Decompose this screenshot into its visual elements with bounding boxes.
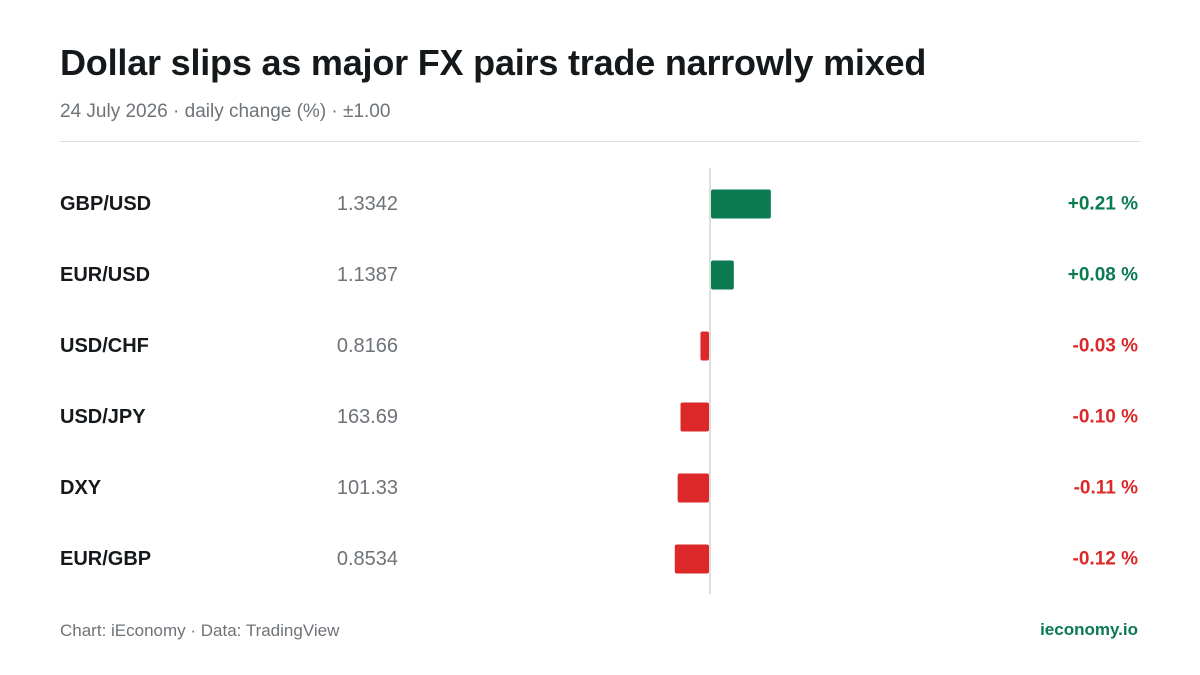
pair-label: GBP/USD [60,193,151,215]
price-label: 101.33 [337,477,398,499]
price-label: 0.8166 [337,335,398,357]
chart-row-dxy: DXY 101.33 -0.11 % [60,473,1139,503]
change-bar [711,260,734,290]
pair-label: EUR/USD [60,264,150,286]
pair-label: USD/JPY [60,406,146,428]
price-label: 0.8534 [337,548,398,570]
chart-row-usd-chf: USD/CHF 0.8166 -0.03 % [60,331,1139,361]
price-label: 1.3342 [337,193,398,215]
change-value-label: -0.03 % [1073,336,1139,357]
change-bar [677,473,709,503]
change-value-label: +0.21 % [1068,194,1138,215]
change-bar [680,402,709,432]
price-label: 163.69 [337,406,398,428]
change-value-label: -0.10 % [1073,407,1139,428]
pair-label: USD/CHF [60,335,149,357]
chart-row-eur-usd: EUR/USD 1.1387 +0.08 % [60,260,1138,290]
change-value-label: -0.11 % [1074,478,1139,499]
chart-subtitle: 24 July 2026 · daily change (%) · ±1.00 [60,101,391,122]
chart-rows: GBP/USD 1.3342 +0.21 % EUR/USD 1.1387 +0.08 %… [60,189,1139,574]
change-bar [700,331,709,361]
source-credit: Chart: iEconomy · Data: TradingView [60,621,340,640]
change-bar [674,544,709,574]
chart-row-gbp-usd: GBP/USD 1.3342 +0.21 % [60,189,1138,219]
price-label: 1.1387 [337,264,398,286]
chart-row-eur-gbp: EUR/GBP 0.8534 -0.12 % [60,544,1139,574]
header-divider [60,141,1140,142]
chart-title: Dollar slips as major FX pairs trade nar… [60,42,927,83]
pair-label: EUR/GBP [60,548,151,570]
change-value-label: -0.12 % [1073,549,1139,570]
pair-label: DXY [60,477,102,499]
chart-row-usd-jpy: USD/JPY 163.69 -0.10 % [60,402,1139,432]
change-value-label: +0.08 % [1068,265,1138,286]
change-bar [711,189,771,219]
brand-link[interactable]: ieconomy.io [1040,620,1138,639]
